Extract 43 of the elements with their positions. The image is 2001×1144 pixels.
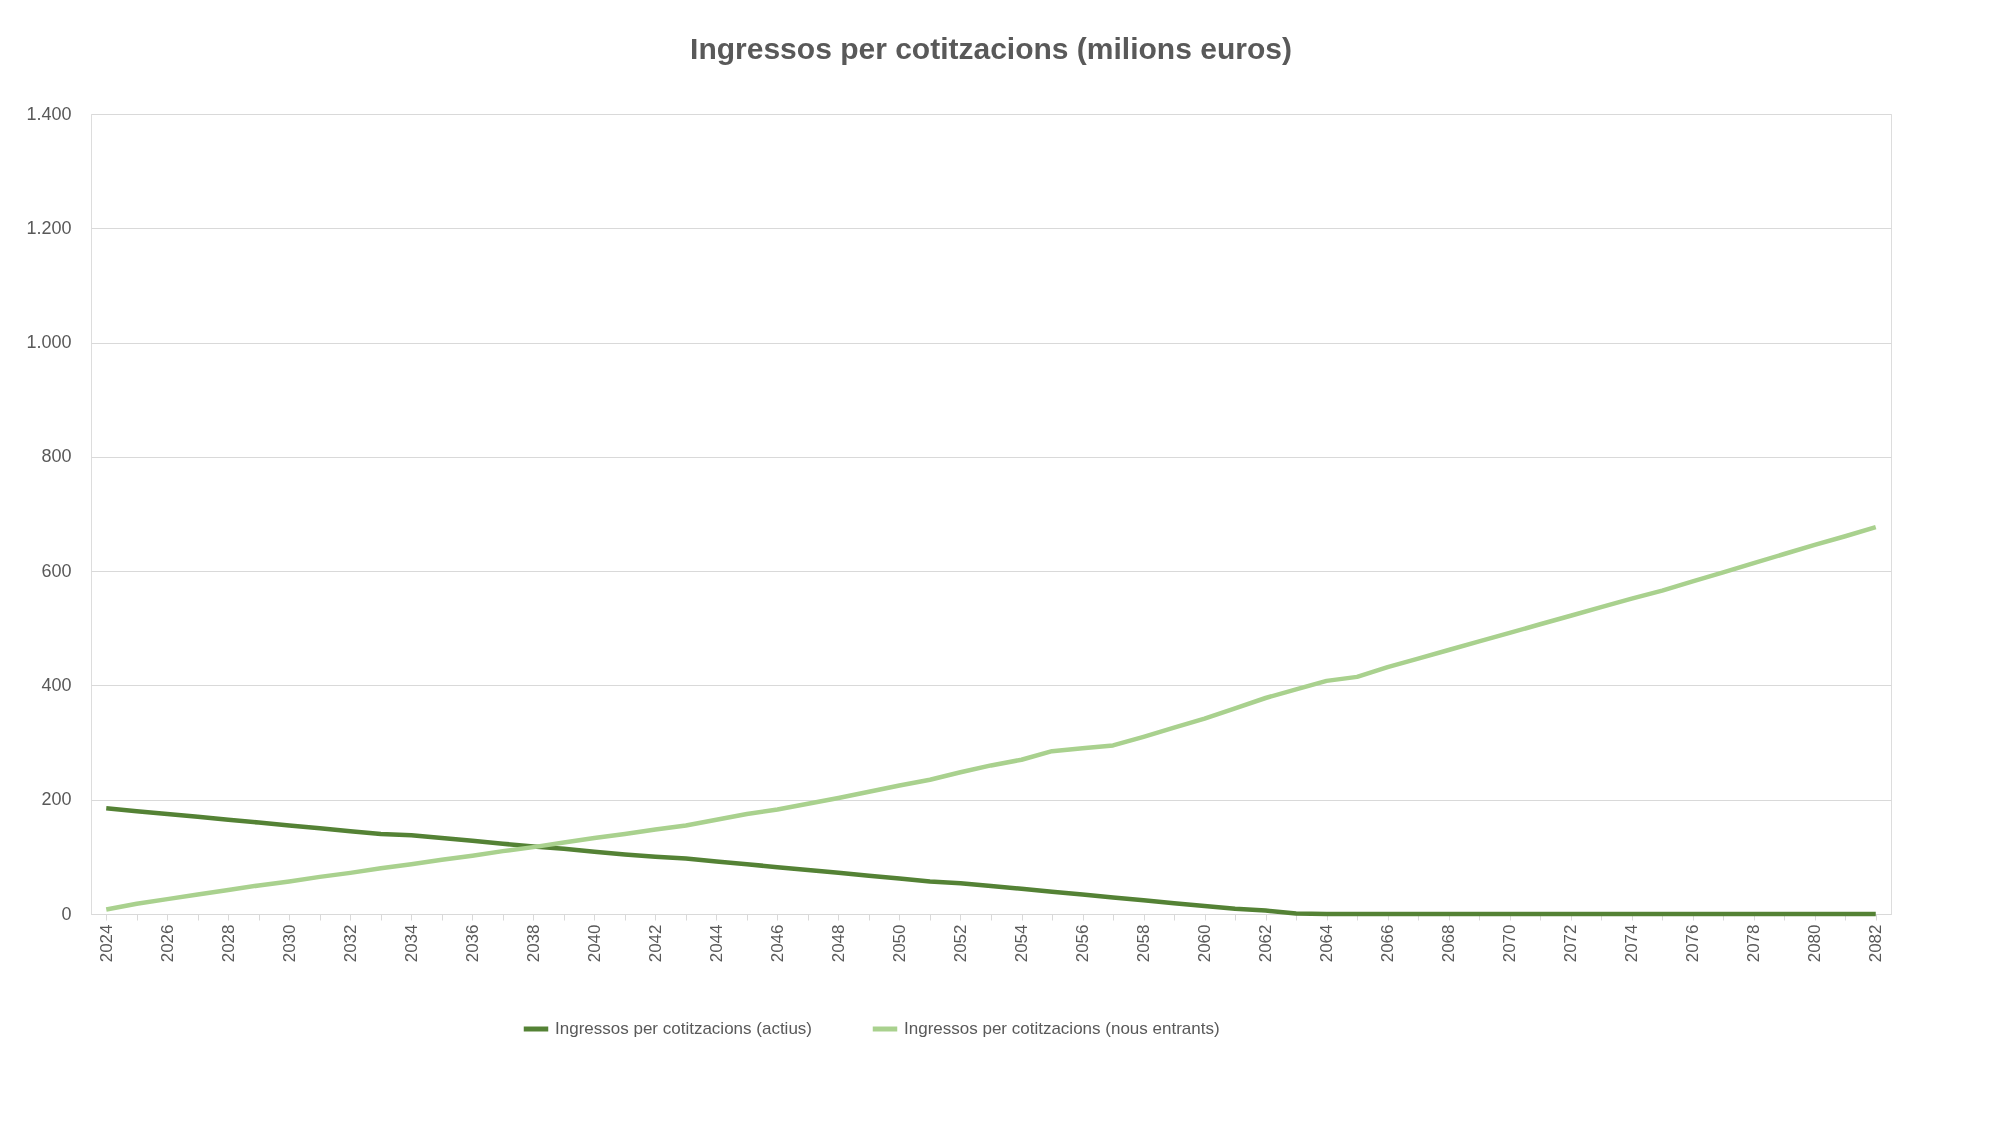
- x-tick-label: 2062: [1256, 924, 1276, 963]
- y-tick-label: 200: [41, 789, 72, 810]
- y-tick-label: 800: [41, 446, 72, 467]
- x-tick-label: 2036: [462, 924, 482, 963]
- x-tick-label: 2072: [1561, 924, 1581, 963]
- y-tick-label: 1.200: [26, 217, 72, 238]
- x-tick-label: 2060: [1195, 924, 1215, 963]
- x-tick-label: 2064: [1317, 924, 1337, 963]
- y-tick-label: 400: [41, 674, 72, 695]
- x-tick-label: 2054: [1012, 924, 1032, 963]
- x-tick-label: 2048: [828, 924, 848, 963]
- x-tick-label: 2058: [1134, 924, 1154, 963]
- y-tick-label: 1.000: [26, 332, 72, 353]
- x-tick-label: 2068: [1439, 924, 1459, 963]
- line-series: [104, 524, 1878, 912]
- x-tick-label: 2076: [1683, 924, 1703, 963]
- x-tick-label: 2082: [1866, 924, 1886, 963]
- legend-label: Ingressos per cotitzacions (nous entrants): [904, 1019, 1220, 1038]
- x-tick-label: 2028: [218, 924, 238, 963]
- x-tick-label: 2026: [157, 924, 177, 963]
- line-series: [104, 806, 1878, 917]
- x-tick-label: 2070: [1500, 924, 1520, 963]
- x-tick-label: 2074: [1622, 924, 1642, 963]
- x-tick-label: 2052: [950, 924, 970, 963]
- x-tick-label: 2050: [889, 924, 909, 963]
- x-tick-label: 2080: [1805, 924, 1825, 963]
- x-tick-label: 2032: [340, 924, 360, 963]
- x-tick-label: 2046: [767, 924, 787, 963]
- y-tick-label: 1.400: [26, 103, 72, 124]
- legend-label: Ingressos per cotitzacions (actius): [555, 1019, 812, 1038]
- x-tick-label: 2030: [279, 924, 299, 963]
- x-tick-label: 2056: [1073, 924, 1093, 963]
- x-tick-label: 2042: [645, 924, 665, 963]
- x-tick-label: 2034: [401, 924, 421, 963]
- chart-title: Ingressos per cotitzacions (milions euros): [690, 32, 1292, 65]
- x-tick-label: 2038: [523, 924, 543, 963]
- y-tick-label: 0: [61, 903, 72, 924]
- x-tick-label: 2024: [96, 924, 116, 963]
- y-tick-label: 600: [41, 560, 72, 581]
- x-tick-label: 2078: [1744, 924, 1764, 963]
- x-tick-label: 2066: [1378, 924, 1398, 963]
- x-tick-label: 2044: [706, 924, 726, 963]
- x-tick-label: 2040: [584, 924, 604, 963]
